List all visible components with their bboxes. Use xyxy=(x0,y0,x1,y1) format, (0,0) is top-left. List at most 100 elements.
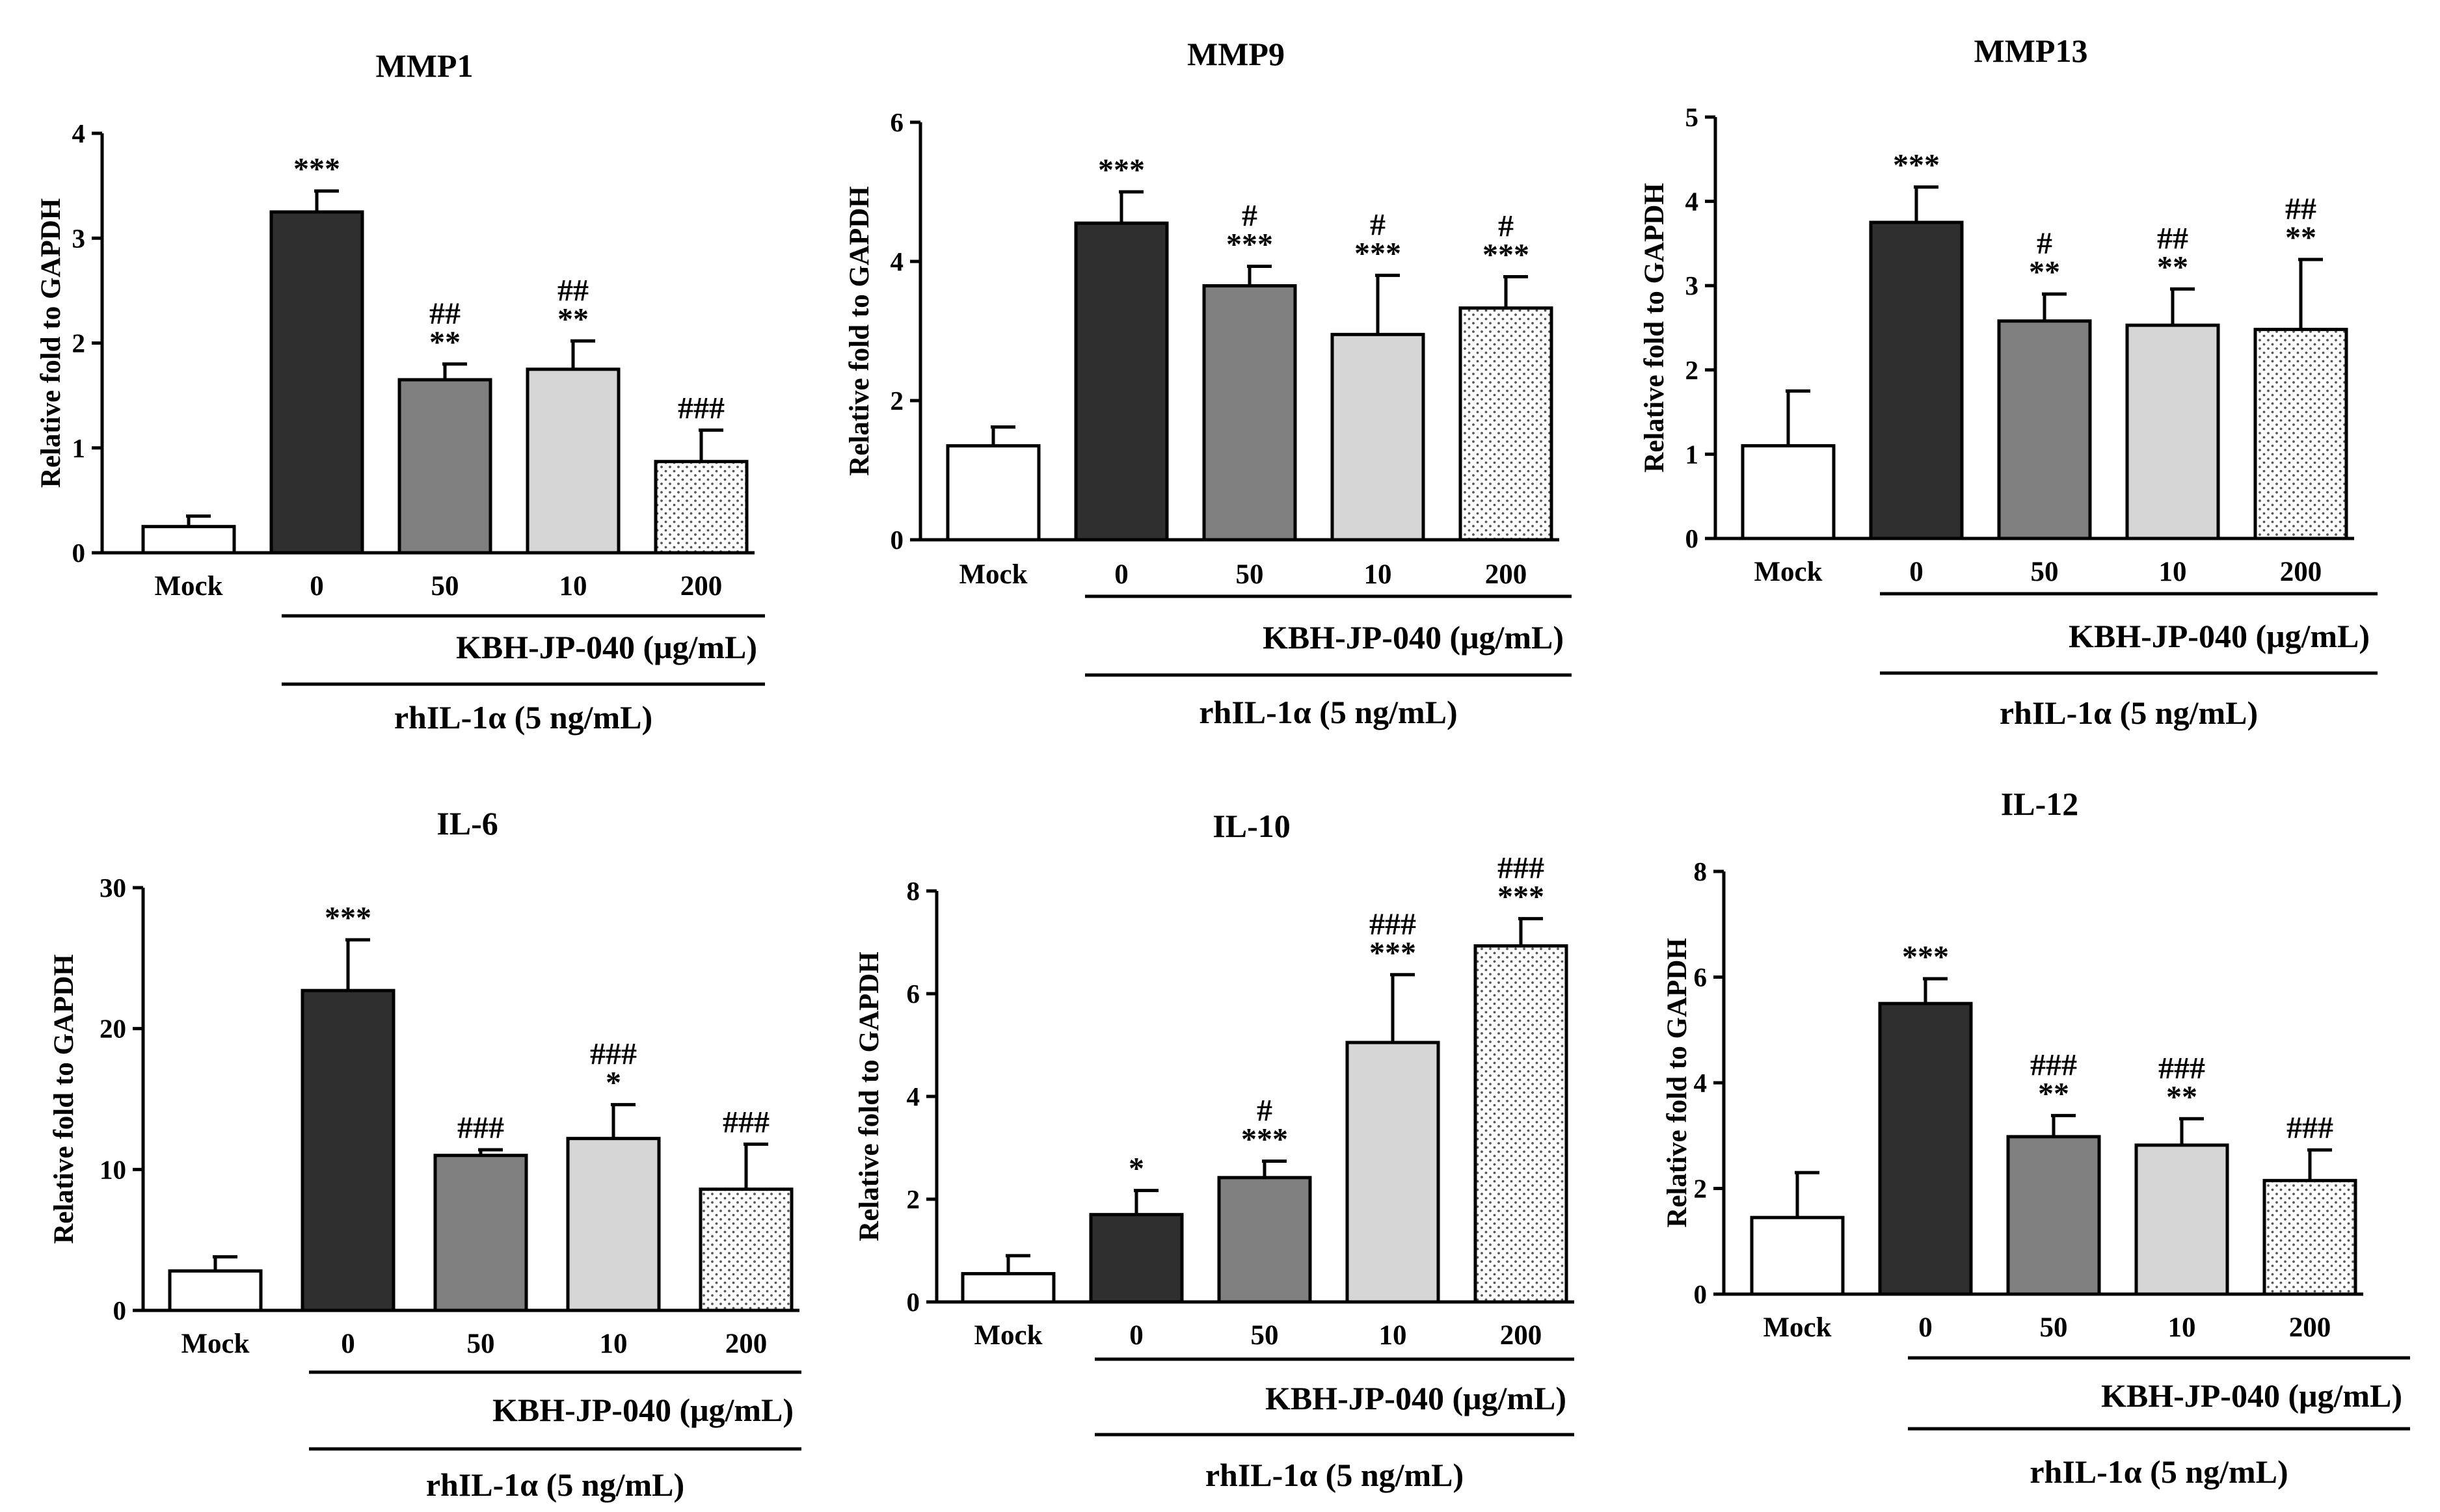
y-axis-label: Relative fold to GAPDH xyxy=(49,954,79,1243)
bar-50 xyxy=(2006,1135,2101,1296)
y-axis-label: Relative fold to GAPDH xyxy=(844,186,875,475)
category-label: 10 xyxy=(1364,559,1392,590)
y-tick-label: 4 xyxy=(1685,187,1699,217)
significance-mark: ** xyxy=(2285,220,2316,255)
bar-mock xyxy=(1741,444,1836,540)
y-tick-label: 4 xyxy=(1694,1068,1708,1098)
bar-10 xyxy=(2125,323,2220,540)
significance-mark: ### xyxy=(2030,1048,2077,1082)
bar-200 xyxy=(1458,306,1553,542)
significance-mark: ** xyxy=(429,325,461,360)
y-tick-label: 0 xyxy=(891,525,904,555)
y-tick-label: 6 xyxy=(891,107,904,137)
significance-mark: * xyxy=(1129,1152,1144,1186)
bar-10 xyxy=(566,1137,661,1312)
category-label: 0 xyxy=(1114,559,1129,590)
y-tick-label: 20 xyxy=(100,1014,126,1044)
bar-50 xyxy=(433,1154,528,1312)
chart-title: MMP9 xyxy=(1187,36,1285,72)
significance-mark: *** xyxy=(1098,153,1145,187)
chart-title: MMP13 xyxy=(1974,33,2088,69)
significance-mark: *** xyxy=(1482,238,1529,272)
stimulus-label: rhIL-1α (5 ng/mL) xyxy=(1205,1457,1464,1493)
significance-mark: # xyxy=(1498,209,1514,244)
y-tick-label: 3 xyxy=(1685,271,1699,300)
significance-mark: ** xyxy=(2038,1076,2069,1111)
category-label: 0 xyxy=(1129,1320,1144,1351)
category-label: 50 xyxy=(2040,1312,2068,1343)
significance-mark: *** xyxy=(1893,148,1940,183)
category-label: Mock xyxy=(181,1329,249,1359)
y-axis-label: Relative fold to GAPDH xyxy=(1662,938,1693,1227)
category-label: 50 xyxy=(431,571,459,602)
y-tick-label: 10 xyxy=(100,1154,126,1184)
bar-10 xyxy=(1330,332,1425,542)
category-label: Mock xyxy=(1763,1312,1831,1343)
bar-50 xyxy=(397,378,492,555)
y-axis-label: Relative fold to GAPDH xyxy=(36,198,66,488)
significance-mark: # xyxy=(2037,226,2052,261)
category-label: 200 xyxy=(1485,559,1527,590)
category-label: Mock xyxy=(974,1320,1042,1351)
y-tick-label: 8 xyxy=(1694,856,1708,886)
category-label: 50 xyxy=(2031,557,2059,587)
treatment-label: KBH-JP-040 (μg/mL) xyxy=(2069,618,2370,654)
category-label: 50 xyxy=(467,1329,495,1359)
y-tick-label: 30 xyxy=(100,873,126,903)
category-label: 200 xyxy=(725,1329,768,1359)
significance-mark: *** xyxy=(1369,936,1416,970)
category-label: 10 xyxy=(2168,1312,2196,1343)
bar-10 xyxy=(526,367,621,555)
bar-200 xyxy=(699,1187,794,1312)
category-label: 0 xyxy=(1909,557,1924,587)
bar-mock xyxy=(141,525,236,555)
significance-mark: *** xyxy=(1226,227,1273,261)
significance-mark: *** xyxy=(1354,236,1401,271)
y-axis-label: Relative fold to GAPDH xyxy=(1639,183,1670,472)
category-label: 200 xyxy=(680,571,723,602)
significance-mark: ## xyxy=(557,273,589,308)
y-tick-label: 2 xyxy=(891,386,904,416)
significance-mark: * xyxy=(606,1066,621,1100)
y-tick-label: 4 xyxy=(72,118,86,148)
bar-0 xyxy=(1089,1213,1184,1304)
significance-mark: ### xyxy=(678,391,725,425)
y-tick-label: 6 xyxy=(907,979,920,1009)
stimulus-label: rhIL-1α (5 ng/mL) xyxy=(1199,694,1457,730)
significance-mark: ### xyxy=(1369,907,1416,942)
category-label: 200 xyxy=(2280,557,2322,587)
category-label: 200 xyxy=(2289,1312,2331,1343)
bar-0 xyxy=(301,988,395,1312)
bar-mock xyxy=(946,444,1041,542)
significance-mark: *** xyxy=(293,152,340,187)
y-tick-label: 4 xyxy=(891,246,904,276)
category-label: 50 xyxy=(1236,559,1264,590)
significance-mark: ### xyxy=(2158,1051,2205,1085)
category-label: 50 xyxy=(1251,1320,1279,1351)
y-tick-label: 2 xyxy=(1685,355,1699,385)
y-tick-label: 8 xyxy=(907,876,920,906)
significance-mark: *** xyxy=(1902,940,1949,974)
category-label: Mock xyxy=(959,559,1027,590)
y-tick-label: 2 xyxy=(72,328,86,358)
chart-mmp1: MMP1 Relative fold to GAPDH 0 1 2 3 4 Mock *** 0 #… xyxy=(36,47,765,736)
y-tick-label: 2 xyxy=(907,1184,920,1214)
treatment-label: KBH-JP-040 (μg/mL) xyxy=(1265,1380,1566,1416)
y-tick-label: 0 xyxy=(1685,524,1699,553)
significance-mark: *** xyxy=(325,901,371,935)
stimulus-label: rhIL-1α (5 ng/mL) xyxy=(2000,695,2258,731)
stimulus-label: rhIL-1α (5 ng/mL) xyxy=(394,699,652,736)
significance-mark: ### xyxy=(723,1105,770,1139)
category-label: 0 xyxy=(1918,1312,1933,1343)
y-tick-label: 2 xyxy=(1694,1174,1708,1204)
bar-200 xyxy=(2253,328,2348,540)
chart-title: IL-12 xyxy=(2001,786,2078,822)
significance-mark: ** xyxy=(2166,1080,2197,1114)
category-label: 10 xyxy=(600,1329,628,1359)
category-label: 0 xyxy=(341,1329,355,1359)
significance-mark: ## xyxy=(429,297,461,331)
